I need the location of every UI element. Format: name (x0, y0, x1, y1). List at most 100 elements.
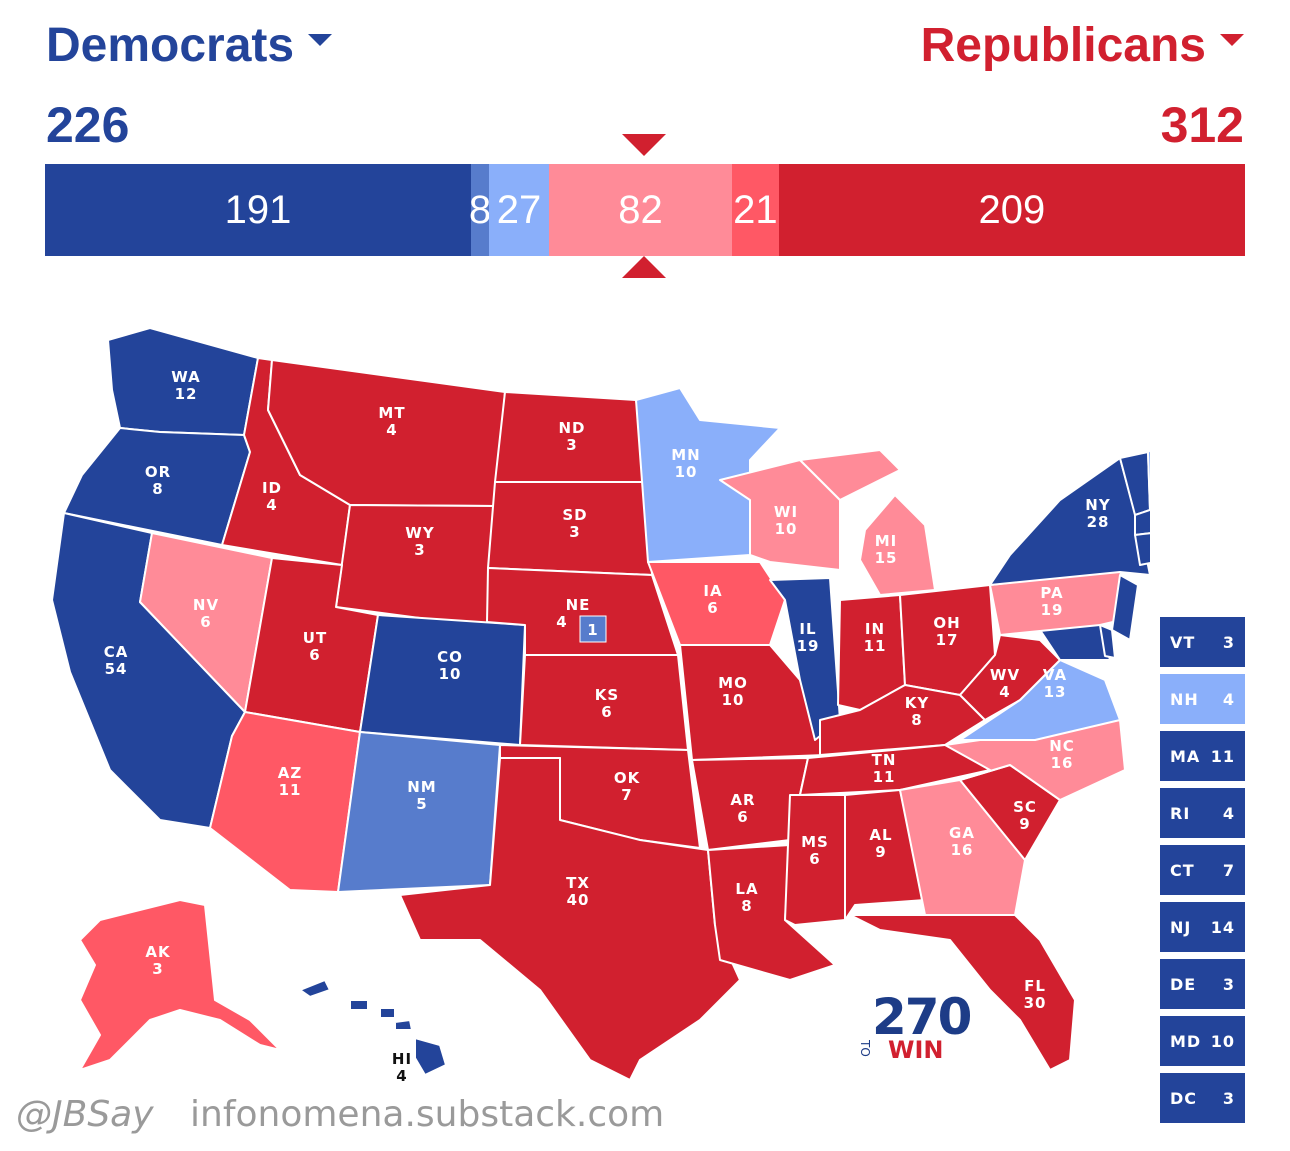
small-state-abbr: DC (1170, 1088, 1198, 1108)
state-ev-nd: 3 (566, 436, 577, 454)
state-tx[interactable] (399, 757, 741, 1081)
small-state-box-ct[interactable]: CT 7 (1160, 845, 1245, 895)
state-ia[interactable] (647, 561, 786, 646)
state-ev-mo: 10 (722, 691, 745, 709)
small-state-ev: 4 (1222, 803, 1235, 823)
small-state-box-md[interactable]: MD 10 (1160, 1016, 1245, 1066)
state-wv[interactable] (959, 634, 1061, 721)
state-ev-ak: 3 (152, 960, 163, 978)
small-state-abbr: CT (1170, 860, 1195, 880)
democrats-total: 226 (46, 97, 130, 153)
state-ev-sd: 3 (569, 523, 580, 541)
state-ev-sc: 9 (1019, 815, 1030, 833)
state-ev-fl: 30 (1024, 994, 1047, 1012)
state-ev-ca: 54 (105, 660, 128, 678)
ev-bar-segment: 191 (45, 164, 472, 256)
state-de[interactable] (1099, 624, 1116, 659)
state-fl[interactable] (849, 914, 1076, 1071)
state-ev-ne: 4 (556, 613, 567, 631)
small-state-abbr: MD (1170, 1031, 1202, 1051)
state-ev-wv: 4 (999, 683, 1010, 701)
state-ev-mi: 15 (875, 549, 898, 567)
state-ev-ga: 16 (951, 841, 974, 859)
state-ev-tx: 40 (567, 891, 590, 909)
state-label-nd: ND (558, 419, 585, 437)
state-al[interactable] (844, 789, 926, 921)
state-label-ut: UT (303, 629, 327, 647)
270-marker-bottom (622, 256, 666, 278)
state-label-hi: HI (392, 1050, 412, 1068)
state-label-nv: NV (193, 596, 219, 614)
small-state-ev: 11 (1210, 746, 1235, 766)
state-ev-ky: 8 (911, 711, 922, 729)
state-ev-oh: 17 (936, 631, 959, 649)
author-handle: @JBSay (16, 1094, 154, 1135)
state-ev-ia: 6 (707, 599, 718, 617)
state-vt[interactable] (1119, 451, 1150, 516)
chevron-down-icon (1220, 34, 1244, 47)
ev-bar-segment: 209 (778, 164, 1245, 256)
state-ev-ar: 6 (737, 808, 748, 826)
state-ga[interactable] (899, 779, 1026, 916)
state-az[interactable] (209, 711, 361, 893)
democrats-dropdown[interactable]: Democrats (46, 18, 333, 73)
state-label-al: AL (869, 826, 892, 844)
state-ev-wa: 12 (175, 385, 198, 403)
state-ev-in: 11 (864, 637, 887, 655)
state-mn[interactable] (635, 387, 781, 563)
small-state-abbr: DE (1170, 974, 1197, 994)
state-label-tx: TX (566, 874, 590, 892)
state-ev-hi: 4 (396, 1067, 407, 1085)
state-ak[interactable] (79, 899, 281, 1071)
state-ev-nc: 16 (1051, 754, 1074, 772)
republicans-label: Republicans (920, 19, 1206, 72)
democrats-label: Democrats (46, 19, 295, 72)
small-state-box-nh[interactable]: NH 4 (1160, 674, 1245, 724)
state-il[interactable] (769, 577, 841, 741)
state-nh[interactable] (1147, 440, 1150, 511)
state-label-wa: WA (171, 368, 200, 386)
state-label-wy: WY (405, 524, 435, 542)
small-state-box-ri[interactable]: RI 4 (1160, 788, 1245, 838)
small-state-box-dc[interactable]: DC 3 (1160, 1073, 1245, 1123)
logo-270: 270 (872, 988, 972, 1046)
small-state-abbr: NH (1170, 689, 1199, 709)
small-state-abbr: RI (1170, 803, 1191, 823)
state-label-ky: KY (905, 694, 930, 712)
state-nj[interactable] (1111, 574, 1139, 641)
state-label-ne: NE (566, 596, 591, 614)
ev-bar-segment: 21 (731, 164, 779, 256)
state-label-id: ID (262, 479, 282, 497)
state-label-ak: AK (145, 943, 171, 961)
state-label-fl: FL (1024, 977, 1046, 995)
state-label-pa: PA (1040, 584, 1063, 602)
state-ev-id: 4 (266, 496, 277, 514)
state-hi[interactable] (299, 979, 447, 1076)
small-state-box-ma[interactable]: MA 11 (1160, 731, 1245, 781)
small-state-box-vt[interactable]: VT 3 (1160, 617, 1245, 667)
state-label-mt: MT (378, 404, 405, 422)
state-ev-or: 8 (152, 480, 163, 498)
chevron-down-icon (308, 34, 333, 47)
small-state-abbr: VT (1170, 632, 1196, 652)
state-label-ny: NY (1085, 496, 1111, 514)
state-mi[interactable] (859, 494, 936, 596)
us-electoral-map: WA12OR8CA54ID4NV6MT4WY3UT6AZ11CO10NM5ND3… (51, 327, 1150, 1085)
small-state-box-de[interactable]: DE 3 (1160, 959, 1245, 1009)
ev-bar-segment: 8 (469, 164, 491, 256)
republicans-dropdown[interactable]: Republicans (921, 18, 1244, 73)
state-label-ms: MS (801, 833, 829, 851)
small-state-ev: 3 (1222, 1088, 1235, 1108)
small-state-ev: 3 (1222, 974, 1235, 994)
ev-bar-segment: 27 (488, 164, 550, 256)
state-ev-nm: 5 (416, 795, 427, 813)
state-label-mi: MI (875, 532, 898, 550)
state-ev-al: 9 (875, 843, 886, 861)
small-state-box-nj[interactable]: NJ 14 (1160, 902, 1245, 952)
state-ev-nv: 6 (200, 613, 211, 631)
state-ev-ny: 28 (1087, 513, 1110, 531)
state-ms[interactable] (784, 794, 846, 926)
state-ct[interactable] (1134, 532, 1150, 566)
state-ev-ks: 6 (601, 703, 612, 721)
logo-win: WIN (888, 1036, 944, 1064)
